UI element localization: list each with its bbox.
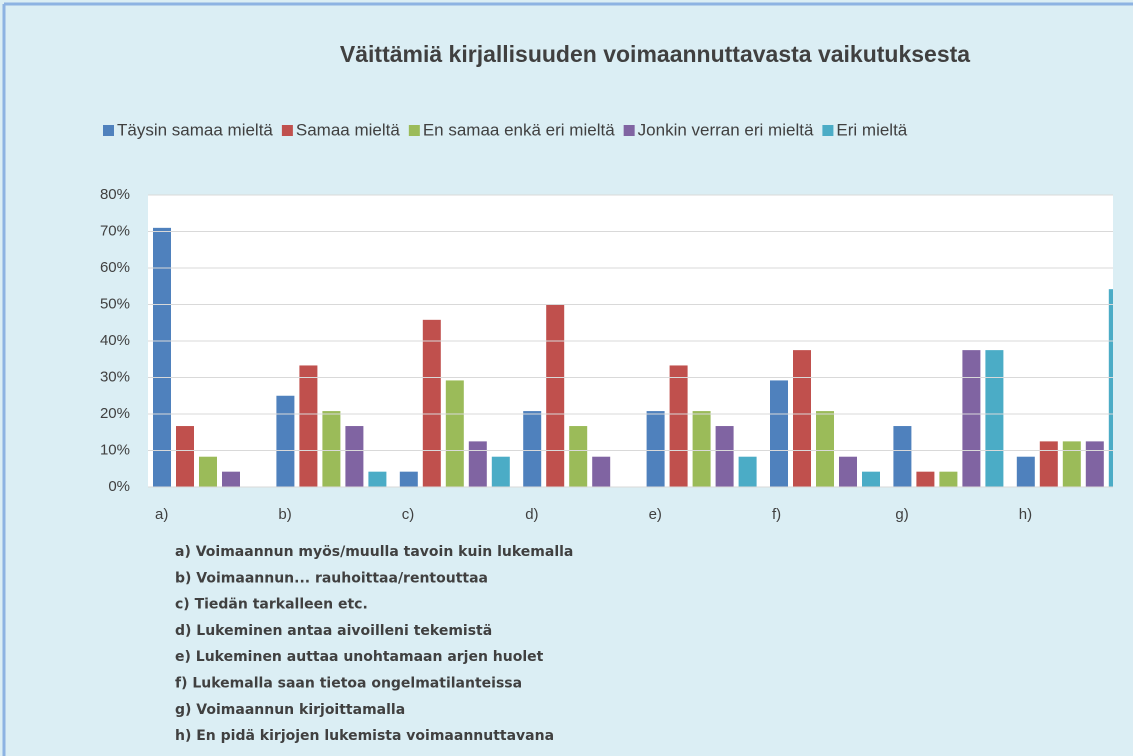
y-tick-label: 40% [100,332,130,349]
legend-swatch [623,125,635,136]
annotation: a) Voimaannun myös/muulla tavoin kuin lu… [175,544,573,560]
bar [468,441,487,487]
x-tick-label: f) [772,506,781,523]
annotation: d) Lukeminen antaa aivoilleni tekemistä [175,623,492,639]
bar [422,319,441,487]
bar [692,411,711,487]
legend-swatch [281,125,293,136]
bar [546,304,565,487]
bar [345,426,364,487]
legend-label: Eri mieltä [836,120,907,139]
legend-swatch [103,125,114,136]
legend-label: Täysin samaa mieltä [117,120,273,139]
y-tick-label: 50% [100,295,130,312]
bar [276,395,295,487]
bar [222,471,240,487]
bar [770,380,788,487]
bar [1016,456,1035,487]
bar [862,471,880,487]
bar [985,350,1004,487]
bar [399,471,418,487]
bar [176,426,194,487]
legend-swatch [822,125,834,136]
bar [1062,441,1081,487]
y-tick-label: 20% [100,405,130,422]
bar [893,426,912,487]
x-tick-label: e) [649,506,662,523]
y-tick-label: 80% [100,186,130,203]
legend-label: En samaa enkä eri mieltä [423,120,615,139]
bar [793,350,811,487]
bar [715,426,734,487]
legend-label: Samaa mieltä [296,120,400,139]
bar [523,411,542,487]
bar [669,365,688,487]
bar [939,471,958,487]
bar [445,380,464,487]
bar [1085,441,1104,487]
x-tick-label: b) [278,506,291,523]
bar [916,471,935,487]
bar [816,411,834,487]
x-tick-label: g) [895,506,908,523]
bar [569,426,588,487]
annotation: b) Voimaannun... rauhoittaa/rentouttaa [175,570,488,586]
bar [962,350,981,487]
x-tick-label: h) [1019,506,1032,523]
annotation: h) En pidä kirjojen lukemista voimaannut… [175,728,554,744]
bar [1108,289,1113,487]
x-tick-label: a) [155,506,168,523]
annotation: e) Lukeminen auttaa unohtamaan arjen huo… [175,649,544,665]
bar [738,456,757,487]
bar [368,471,387,487]
y-tick-label: 10% [100,441,130,458]
legend-swatch [408,125,420,136]
bar [646,411,665,487]
bar [491,456,510,487]
bar [592,456,611,487]
legend-label: Jonkin verran eri mieltä [638,120,814,139]
annotation: g) Voimaannun kirjoittamalla [175,702,405,718]
bar [299,365,318,487]
y-tick-label: 30% [100,368,130,385]
bar [153,227,171,487]
x-tick-label: d) [525,506,538,523]
bar [839,456,857,487]
y-tick-label: 60% [100,259,130,276]
bar [199,456,217,487]
y-tick-label: 0% [108,478,130,495]
annotation: f) Lukemalla saan tietoa ongelmatilantei… [175,676,522,692]
chart-title: Väittämiä kirjallisuuden voimaannuttavas… [340,41,970,67]
y-tick-label: 70% [100,222,130,239]
bar [1039,441,1058,487]
x-tick-label: c) [402,506,415,523]
annotation: c) Tiedän tarkalleen etc. [175,597,368,613]
plot: Täysin samaa mieltä Samaa mieltä En samaa … [103,120,1113,487]
bar [322,411,341,487]
